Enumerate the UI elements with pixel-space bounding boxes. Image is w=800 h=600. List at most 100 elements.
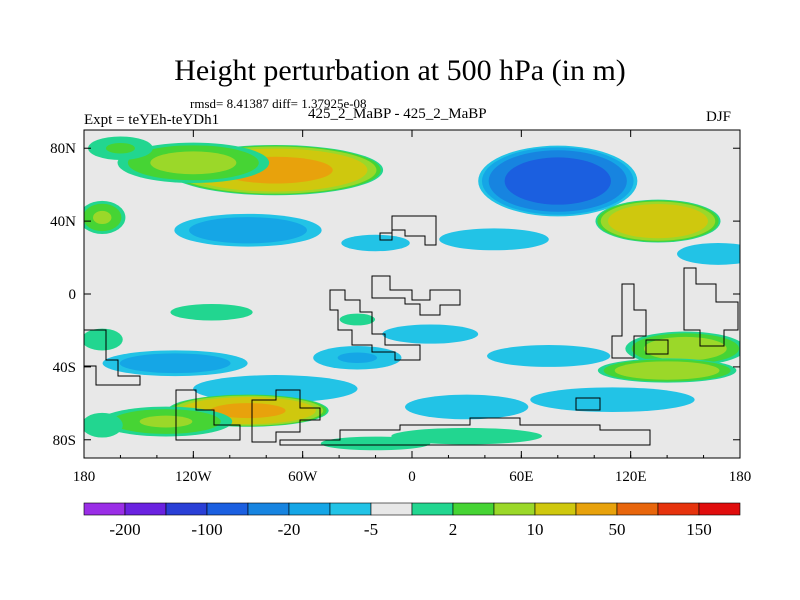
anomaly-cell-13 [487,344,611,367]
anomaly-contour [677,242,740,265]
anomaly-contour [320,436,431,451]
coastline-outlines [84,215,739,446]
colorbar-swatch [534,502,577,516]
anomaly-contour [405,394,529,420]
colorbar-label: 10 [527,520,544,539]
colorbar-swatch [575,502,618,516]
colorbar-swatch [452,502,495,516]
colorbar-swatch [698,502,741,516]
colorbar-label: -200 [109,520,140,539]
anomaly-contour [439,228,549,251]
anomaly-cell-24 [84,412,123,438]
anomaly-cell-25 [391,427,543,445]
colorbar-label: -20 [278,520,301,539]
y-axis: 80N 40N 0 40S 80S [50,141,740,449]
colorbar-swatch [247,502,290,516]
anomaly-cell-5 [478,145,638,217]
anomaly-contour [105,142,135,154]
anomaly-cell-2 [88,136,153,160]
anomaly-cell-3 [174,213,322,247]
colorbar-swatch [657,502,700,516]
coastline-south-island [575,397,601,411]
coastline-europe [379,215,437,246]
rmsd-diff-stats: rmsd= 8.41387 diff= 1.37925e-08 [190,96,367,111]
x-axis: 180 120W 60W 0 60E 120E 180 [73,130,752,485]
anomaly-contour [530,387,695,413]
anomaly-contour [487,344,611,367]
x-tick-label: 120E [615,469,647,485]
anomaly-cell-4 [341,234,410,252]
case-label: 425_2_MaBP - 425_2_MaBP [308,106,487,122]
coastline-west-africa [329,289,421,361]
colorbar-swatch [411,502,454,516]
anomaly-contour [643,336,727,361]
colorbar-swatch [616,502,659,516]
colorbar-label: -100 [191,520,222,539]
coastline-maritime [611,283,647,359]
anomaly-cell-10 [170,304,253,321]
anomaly-cell-15 [597,358,737,383]
x-tick-label: 180 [73,469,96,485]
colorbar-label: 150 [686,520,712,539]
y-tick-label: 40S [53,360,76,376]
anomaly-contour [150,151,237,175]
anomaly-contour [341,234,410,252]
y-tick-label: 40N [50,214,76,230]
anomaly-contour [139,415,193,428]
anomaly-cell-8 [677,242,740,265]
coastline-south-america-west [84,329,141,386]
y-tick-label: 80S [53,433,76,449]
colorbar-swatch [329,502,372,516]
y-tick-label: 0 [69,287,77,303]
coastline-antarctica [279,417,651,446]
coastline-patagonia [175,389,241,441]
anomaly-contour [119,353,231,374]
anomaly-cell-1 [117,142,270,184]
anomaly-contour [84,412,123,438]
anomaly-cell-6 [439,228,549,251]
anomaly-field [84,136,740,451]
x-tick-label: 60E [509,469,533,485]
x-tick-label: 60W [288,469,318,485]
anomaly-contour [608,203,708,239]
colorbar-swatch [493,502,536,516]
experiment-label: Expt = teYEh-teYDh1 [84,112,220,128]
colorbar-label: 2 [449,520,458,539]
coastline-australia [683,267,739,347]
anomaly-contour [170,304,253,321]
anomaly-contour [189,217,307,244]
anomaly-cell-22 [405,394,529,420]
colorbar-label: 50 [609,520,626,539]
chart-title: Height perturbation at 500 hPa (in m) [174,54,626,87]
anomaly-cell-17 [102,350,248,377]
x-tick-label: 120W [175,469,213,485]
colorbar-swatch [288,502,331,516]
colorbar-swatch [206,502,249,516]
x-tick-label: 180 [729,469,752,485]
anomaly-contour [337,352,378,364]
coastline-north-africa [371,275,461,316]
anomaly-cell-21 [99,406,233,437]
colorbar: -200 -100 -20 -5 2 10 50 150 [83,502,741,539]
anomaly-contour [210,403,286,419]
colorbar-swatch [124,502,167,516]
anomaly-contour [93,210,112,225]
anomaly-contour [339,313,376,326]
anomaly-contour [614,361,720,380]
anomaly-cell-26 [320,436,431,451]
coastline-island [645,339,669,355]
anomaly-cell-23 [530,387,695,413]
x-tick-label: 0 [408,469,416,485]
coastline-antarctic-peninsula [251,389,321,443]
colorbar-swatch [83,502,126,516]
anomaly-cell-16 [84,328,123,351]
colorbar-swatch [165,502,208,516]
anomaly-cell-9 [84,200,126,235]
anomaly-contour [382,324,479,344]
season-label: DJF [706,109,732,125]
anomaly-cell-7 [595,199,721,243]
anomaly-cell-18 [313,346,402,370]
y-tick-label: 80N [50,141,76,157]
anomaly-cell-11 [339,313,376,326]
